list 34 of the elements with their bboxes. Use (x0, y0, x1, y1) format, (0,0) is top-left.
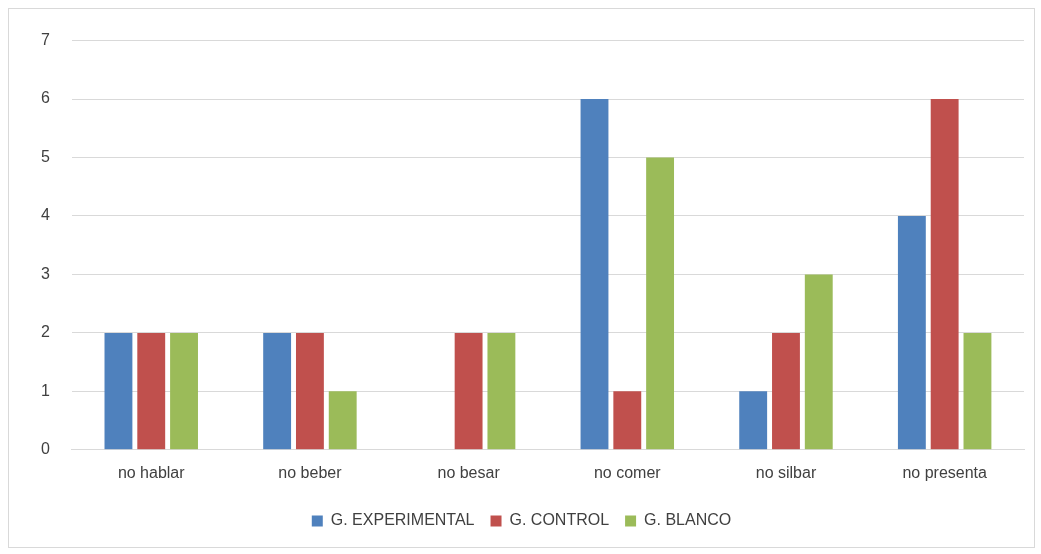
bar (613, 391, 642, 450)
bar (772, 332, 800, 450)
bar (170, 332, 198, 450)
bar (454, 332, 483, 450)
y-tick-label: 2 (40, 323, 50, 341)
y-tick-label: 4 (40, 206, 50, 224)
bar (487, 332, 516, 450)
legend-label: G. CONTROL (509, 511, 610, 529)
bar (804, 274, 833, 450)
y-tick-label: 6 (40, 89, 50, 107)
legend-label: G. EXPERIMENTAL (330, 511, 475, 529)
x-tick-label: no beber (278, 463, 343, 481)
x-tick-label: no silbar (755, 463, 817, 481)
x-tick-label: no presenta (902, 463, 988, 481)
x-tick-label: no hablar (117, 463, 186, 481)
bar (295, 332, 324, 450)
bar (930, 99, 959, 450)
y-tick-label: 7 (40, 31, 50, 49)
bar (897, 215, 926, 450)
bar (739, 391, 768, 450)
y-tick-label: 5 (40, 147, 50, 165)
y-tick-label: 0 (40, 440, 50, 458)
y-tick-label: 3 (40, 264, 50, 282)
legend-label: G. BLANCO (644, 511, 732, 529)
bar (263, 332, 292, 450)
x-tick-label: no besar (437, 463, 501, 481)
bar (963, 332, 992, 450)
bar (328, 391, 357, 450)
y-tick-label: 1 (40, 381, 50, 399)
bar (580, 99, 609, 450)
bar (646, 157, 675, 450)
x-tick-label: no comer (593, 463, 662, 481)
bar (137, 332, 166, 450)
bar (104, 332, 133, 450)
